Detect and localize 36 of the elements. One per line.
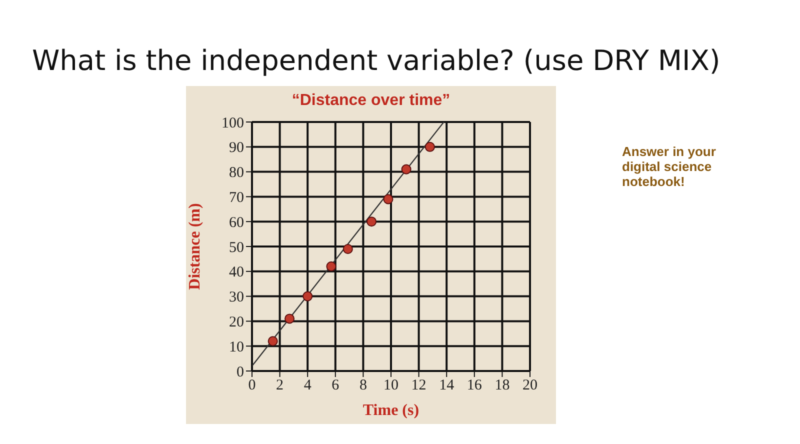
point: [401, 164, 412, 174]
point: [366, 216, 377, 227]
x-tick-label: 4: [304, 378, 312, 394]
x-tick-label: 0: [248, 378, 256, 394]
x-tick-label: 14: [439, 378, 455, 394]
chart-subtitle: “Distance over time”: [290, 92, 452, 110]
y-tick-label: 20: [229, 314, 244, 331]
x-tick-label: 10: [384, 378, 398, 394]
y-tick-label: 30: [229, 290, 244, 306]
x-tick-label: 16: [466, 378, 482, 394]
y-tick-label: 100: [222, 115, 244, 132]
y-tick-label: 90: [229, 140, 244, 156]
point: [342, 244, 353, 254]
y-tick-label: 50: [229, 240, 244, 256]
y-tick-label: 60: [229, 214, 244, 231]
y-tick-label: 70: [229, 190, 244, 206]
point: [284, 314, 295, 324]
x-tick-label: 18: [494, 378, 510, 394]
y-axis-title: Distance (m): [186, 203, 204, 290]
point: [326, 261, 336, 272]
x-tick-label: 20: [522, 378, 538, 394]
x-tick-label: 12: [411, 378, 426, 394]
y-tick-label: 10: [229, 339, 244, 356]
x-axis-title: Time (s): [362, 402, 420, 419]
x-tick-label: 8: [359, 378, 367, 394]
chart-title: What is the independent variable? (use DRY MIX): [32, 44, 720, 77]
x-tick-label: 2: [276, 378, 284, 394]
point: [268, 336, 278, 346]
point: [383, 194, 394, 204]
text: Answer in your digital science notebook!: [622, 144, 717, 189]
y-tick-label: 80: [229, 165, 244, 182]
y-tick-label: 0: [236, 364, 244, 380]
point: [424, 142, 435, 152]
point: [302, 291, 313, 302]
y-tick-label: 40: [229, 264, 244, 281]
x-tick-label: 6: [332, 378, 340, 394]
